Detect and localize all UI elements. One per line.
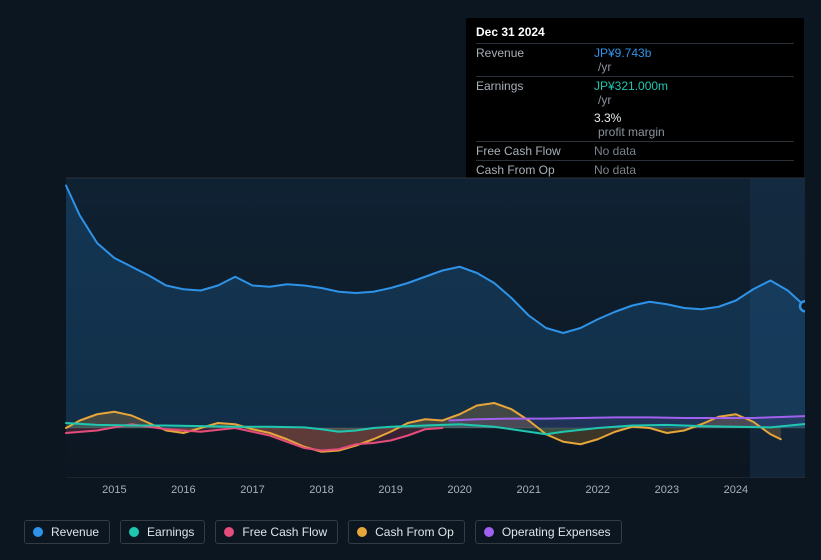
tooltip-row-suffix: profit margin <box>598 125 665 139</box>
tooltip-row-value: No data <box>594 144 636 158</box>
legend-swatch <box>484 527 494 537</box>
x-axis-tick-label: 2024 <box>724 484 748 496</box>
legend-item-label: Earnings <box>147 525 194 539</box>
legend-item-label: Revenue <box>51 525 99 539</box>
legend-swatch <box>224 527 234 537</box>
x-axis-tick-label: 2021 <box>516 484 540 496</box>
legend-item-label: Free Cash Flow <box>242 525 327 539</box>
x-axis-tick-label: 2020 <box>447 484 471 496</box>
tooltip-row-label: Revenue <box>476 46 594 60</box>
legend-item-operating-expenses[interactable]: Operating Expenses <box>475 520 622 544</box>
tooltip-row-value: JP¥321.000m <box>594 79 668 93</box>
legend-item-revenue[interactable]: Revenue <box>24 520 110 544</box>
legend-swatch <box>33 527 43 537</box>
financials-chart[interactable]: JP¥20bJP¥0-JP¥4b <box>16 158 805 478</box>
x-axis-tick-label: 2022 <box>586 484 610 496</box>
tooltip-date: Dec 31 2024 <box>476 25 794 43</box>
tooltip-row: EarningsJP¥321.000m/yr <box>476 76 794 109</box>
x-axis-tick-label: 2023 <box>655 484 679 496</box>
tooltip-row-suffix: /yr <box>598 93 611 107</box>
tooltip-row-label: Earnings <box>476 79 594 93</box>
tooltip-row: RevenueJP¥9.743b/yr <box>476 43 794 76</box>
x-axis-tick-label: 2017 <box>240 484 264 496</box>
x-axis-tick-label: 2019 <box>378 484 402 496</box>
x-axis-tick-label: 2015 <box>102 484 126 496</box>
tooltip-row-value: JP¥9.743b <box>594 46 651 60</box>
legend-item-earnings[interactable]: Earnings <box>120 520 205 544</box>
x-axis-tick-label: 2016 <box>171 484 195 496</box>
legend-item-free-cash-flow[interactable]: Free Cash Flow <box>215 520 338 544</box>
tooltip-row: 3.3%profit margin <box>476 109 794 141</box>
chart-legend: Revenue Earnings Free Cash Flow Cash From O… <box>24 520 622 544</box>
legend-swatch <box>129 527 139 537</box>
legend-item-cash-from-op[interactable]: Cash From Op <box>348 520 465 544</box>
x-axis-tick-label: 2018 <box>309 484 333 496</box>
tooltip-row-suffix: /yr <box>598 60 611 74</box>
tooltip-row-label: Free Cash Flow <box>476 144 594 158</box>
tooltip-row-value: 3.3% <box>594 111 665 125</box>
legend-item-label: Operating Expenses <box>502 525 611 539</box>
legend-swatch <box>357 527 367 537</box>
legend-item-label: Cash From Op <box>375 525 454 539</box>
